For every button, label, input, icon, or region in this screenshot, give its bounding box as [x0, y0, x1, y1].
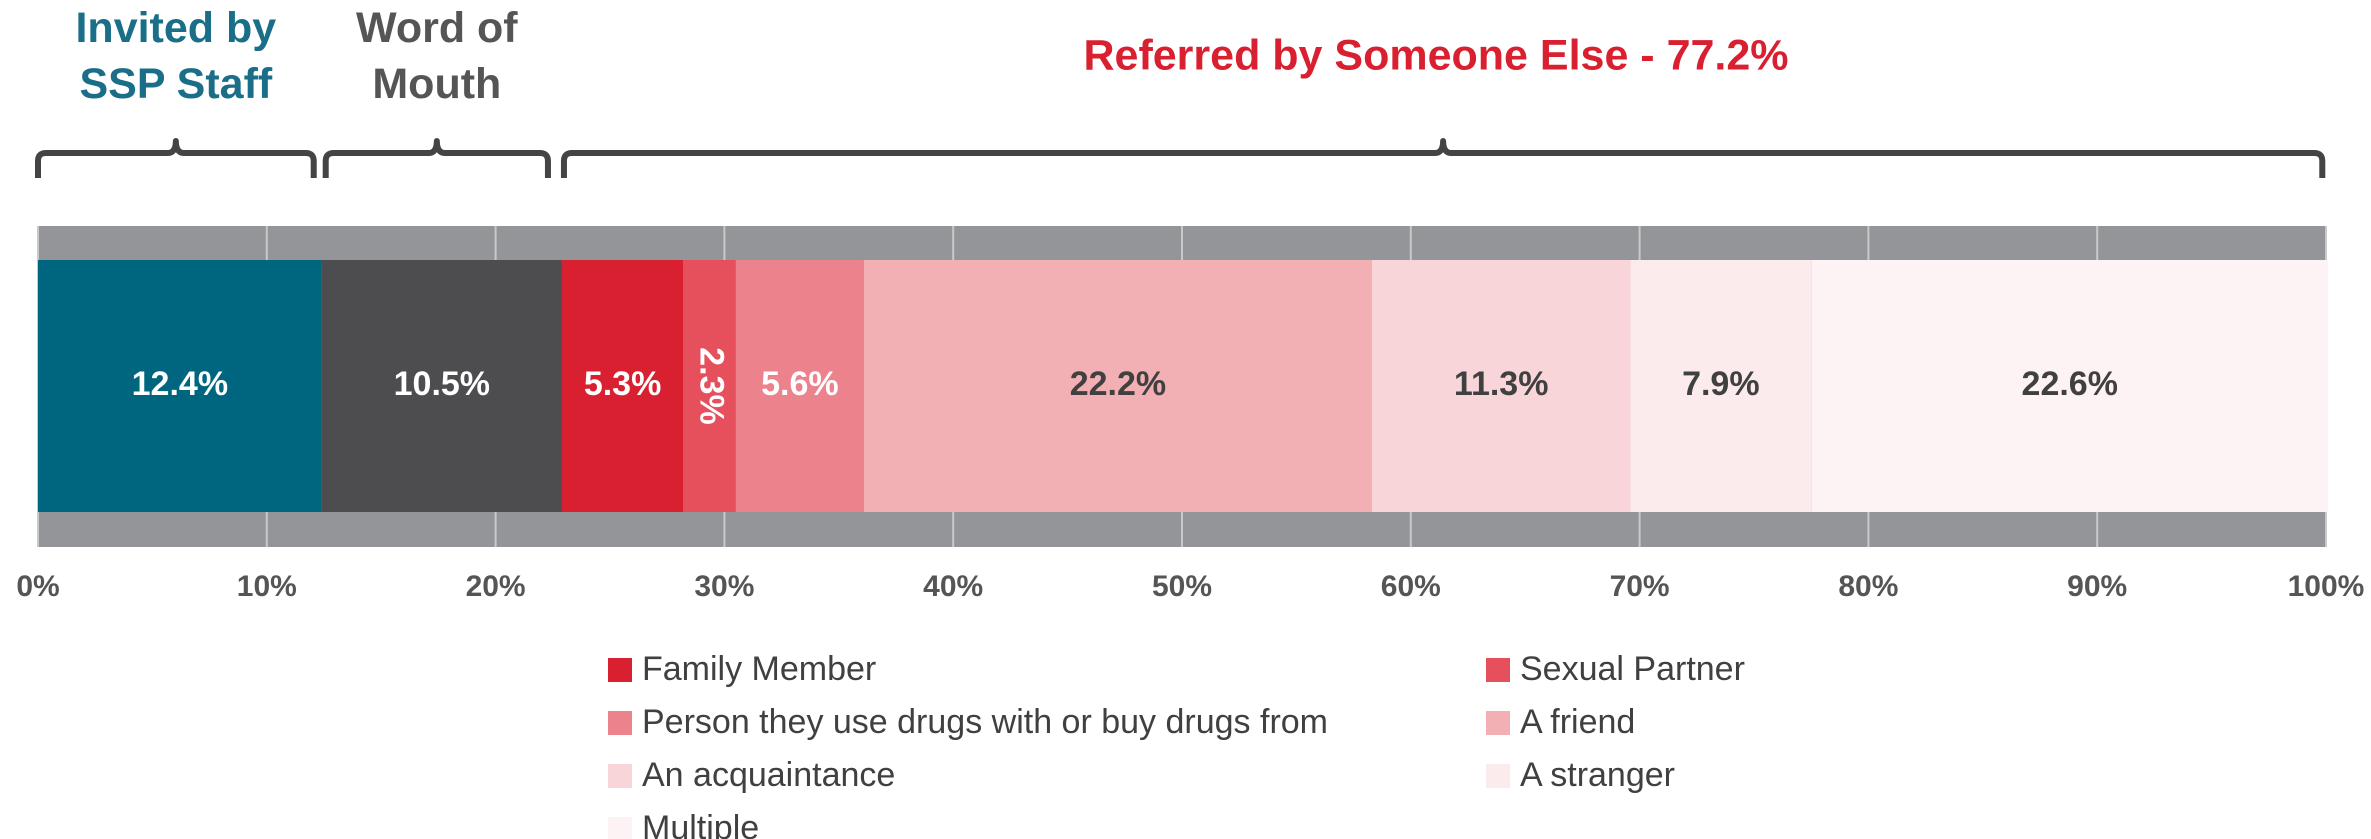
bar-segment: [683, 260, 736, 512]
bar-segment: [561, 260, 684, 512]
legend-swatch: [1486, 764, 1510, 788]
legend-swatch: [1486, 658, 1510, 682]
legend-item: Family Member: [608, 649, 876, 689]
x-tick-label: 80%: [1838, 570, 1898, 603]
bar-segment: [1811, 260, 2329, 512]
legend-item: Multiple: [608, 808, 759, 839]
legend-swatch: [608, 658, 632, 682]
legend-item: An acquaintance: [608, 755, 895, 795]
x-tick-label: 90%: [2067, 570, 2127, 603]
bar-segment: [1371, 260, 1631, 512]
bar-segment: [863, 260, 1372, 512]
legend-label: Multiple: [642, 809, 760, 839]
bar-segment: [38, 260, 322, 512]
value-label: 5.6%: [761, 365, 839, 403]
legend-swatch: [608, 817, 632, 839]
legend-label: Sexual Partner: [1520, 650, 1745, 688]
legend-item: Sexual Partner: [1486, 649, 1745, 689]
legend-swatch: [608, 711, 632, 735]
bar-segment: [321, 260, 562, 512]
value-label: 10.5%: [394, 365, 490, 403]
value-label: 5.3%: [584, 365, 662, 403]
value-label: 2.3%: [693, 347, 731, 425]
x-tick-label: 100%: [2288, 570, 2365, 603]
value-label: 12.4%: [132, 365, 228, 403]
legend-label: A stranger: [1520, 756, 1675, 794]
x-tick-label: 30%: [694, 570, 754, 603]
legend-item: A friend: [1486, 702, 1635, 742]
legend-label: An acquaintance: [642, 756, 896, 794]
bracket: [35, 138, 317, 178]
bar-segment: [1630, 260, 1812, 512]
x-tick-label: 40%: [923, 570, 983, 603]
legend-item: Person they use drugs with or buy drugs …: [608, 702, 1328, 742]
value-label: 11.3%: [1454, 365, 1549, 403]
legend-swatch: [608, 764, 632, 788]
value-label: 22.2%: [1070, 365, 1166, 403]
legend-item: A stranger: [1486, 755, 1675, 795]
bracket: [560, 138, 2326, 178]
x-tick-label: 20%: [466, 570, 526, 603]
x-tick-label: 50%: [1152, 570, 1212, 603]
legend-label: Family Member: [642, 650, 877, 688]
bracket-label: Word of Mouth: [356, 4, 518, 108]
x-tick-label: 70%: [1610, 570, 1670, 603]
legend-label: Person they use drugs with or buy drugs …: [642, 703, 1328, 741]
x-tick-label: 10%: [237, 570, 297, 603]
value-label: 7.9%: [1682, 365, 1760, 403]
bracket: [322, 138, 551, 178]
value-label: 22.6%: [2022, 365, 2118, 403]
bar-segment: [735, 260, 864, 512]
legend-swatch: [1486, 711, 1510, 735]
group-title: Referred by Someone Else - 77.2%: [1083, 31, 1788, 79]
bracket-label: Invited by SSP Staff: [75, 4, 277, 108]
x-tick-label: 60%: [1381, 570, 1441, 603]
x-tick-label: 0%: [16, 570, 59, 603]
legend-label: A friend: [1520, 703, 1636, 741]
